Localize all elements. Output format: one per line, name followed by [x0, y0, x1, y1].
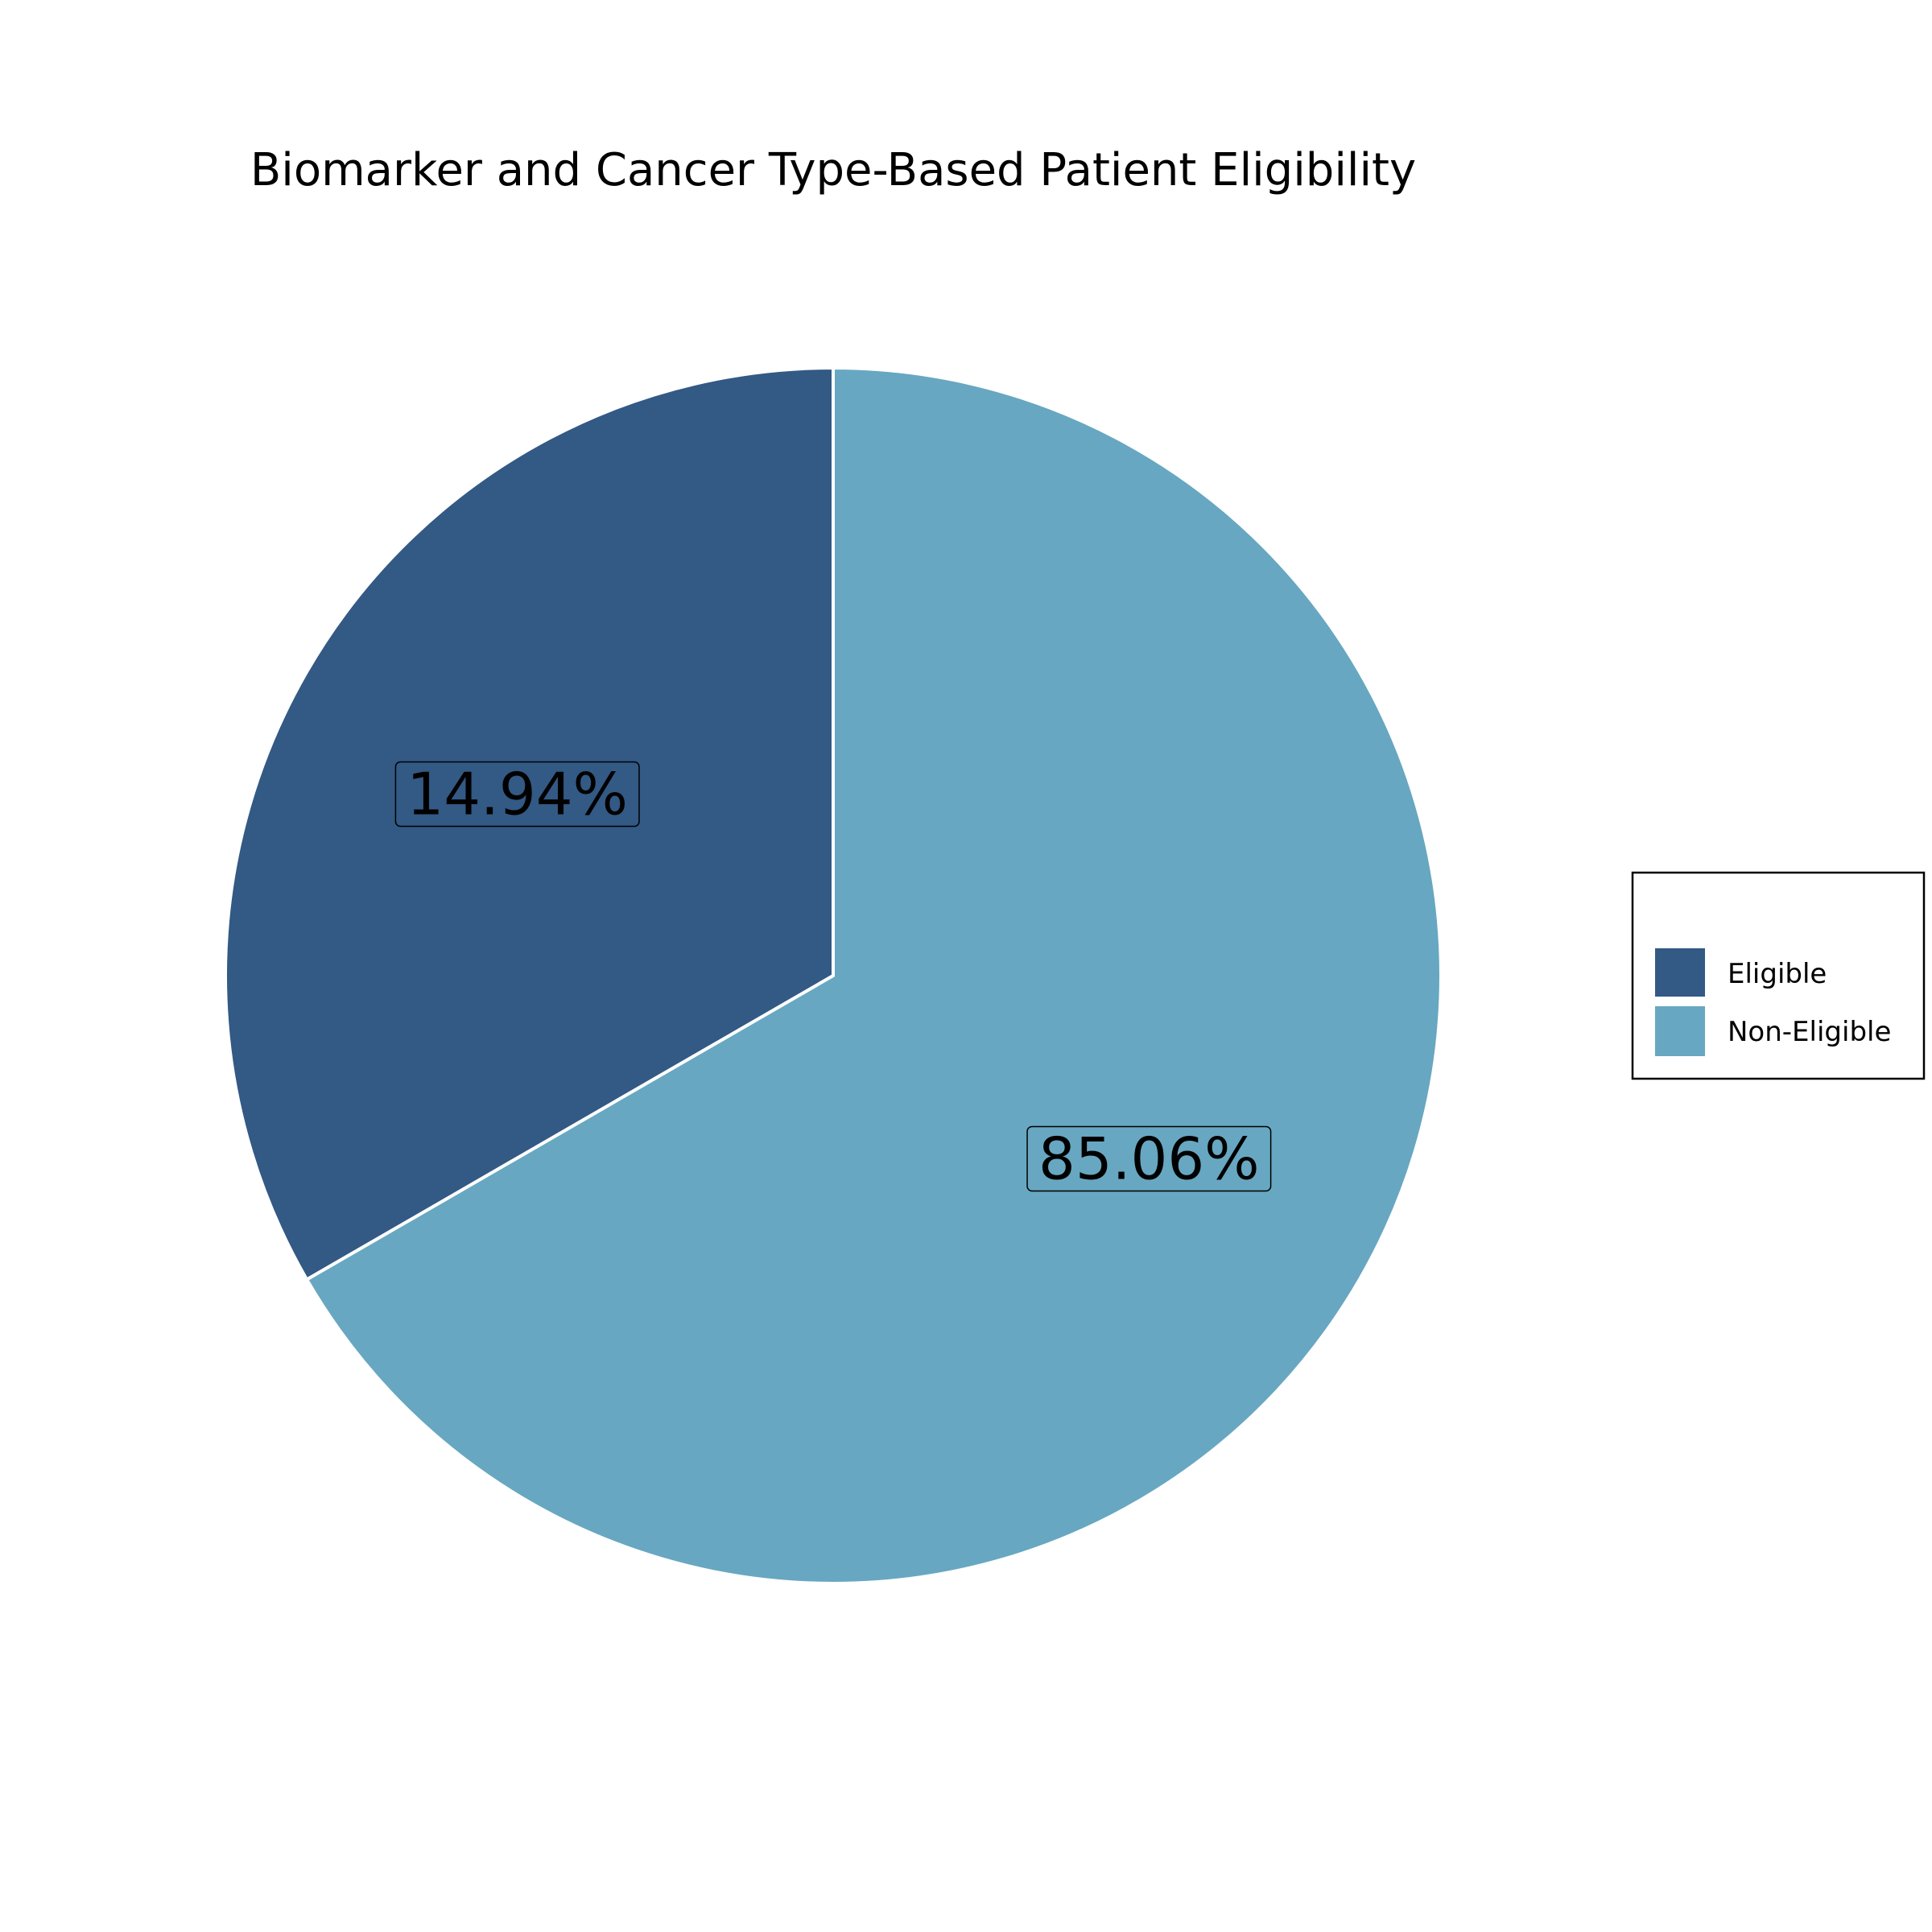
- slice-label-text: 14.94%: [407, 761, 628, 828]
- pie-slice-labels: 14.94% 85.06%: [394, 761, 1272, 1193]
- slice-label-text: 85.06%: [1038, 1125, 1260, 1193]
- chart-title: Biomarker and Cancer Type-Based Patient …: [250, 144, 1416, 196]
- legend-label-non-eligible: Non-Eligible: [1728, 1016, 1891, 1048]
- legend-label-eligible: Eligible: [1728, 958, 1827, 990]
- slice-label-eligible: 14.94%: [394, 761, 640, 828]
- pie-slice-non-eligible: [304, 365, 1443, 1585]
- slice-label-box: [1026, 1125, 1272, 1192]
- legend: Eligible Non-Eligible: [1631, 871, 1926, 1080]
- legend-swatch-non-eligible: [1655, 1006, 1705, 1056]
- slice-label-box: [394, 761, 640, 828]
- legend-swatch-eligible: [1655, 948, 1705, 997]
- slice-label-non-eligible: 85.06%: [1026, 1125, 1272, 1193]
- pie-slices: [224, 365, 1443, 1585]
